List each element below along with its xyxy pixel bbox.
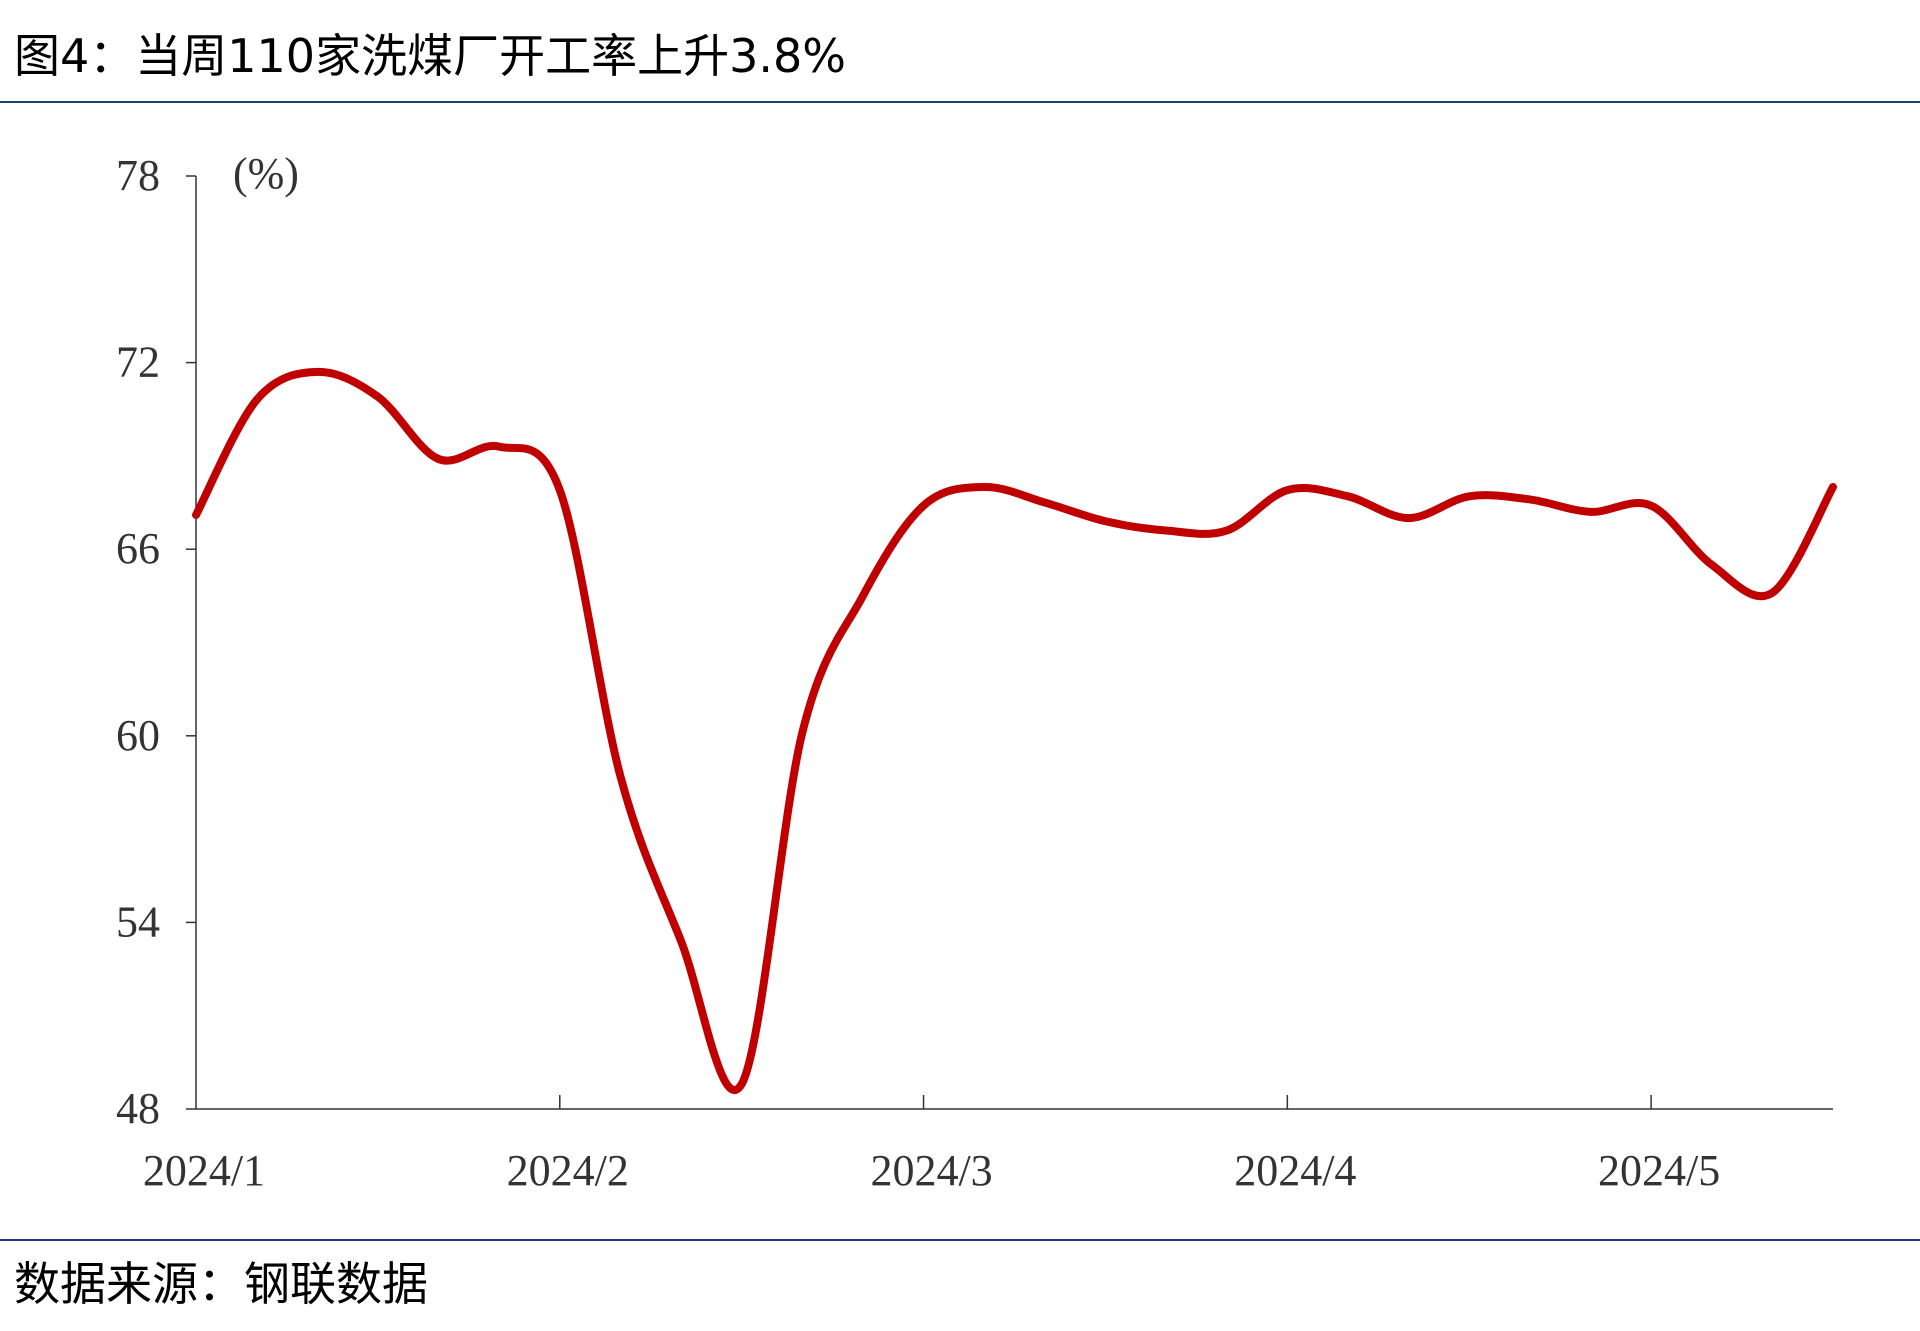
x-tick-label: 2024/3 (870, 1146, 992, 1195)
y-tick-label: 72 (116, 338, 160, 387)
y-axis-unit: (%) (233, 149, 299, 198)
series-line (192, 367, 1837, 1094)
x-tick-label: 2024/5 (1598, 1146, 1720, 1195)
x-tick-label: 2024/4 (1234, 1146, 1356, 1195)
chart-title: 图4：当周110家洗煤厂开工率上升3.8% (14, 29, 846, 83)
y-tick-label: 54 (116, 897, 160, 946)
x-tick-label: 2024/2 (507, 1146, 629, 1195)
x-tick-label: 2024/1 (143, 1146, 265, 1195)
y-tick-label: 66 (116, 524, 160, 573)
source: 数据来源：钢联数据 (14, 1257, 428, 1311)
y-tick-label: 48 (116, 1084, 160, 1133)
y-tick-label: 78 (116, 151, 160, 200)
y-tick-label: 60 (116, 711, 160, 760)
